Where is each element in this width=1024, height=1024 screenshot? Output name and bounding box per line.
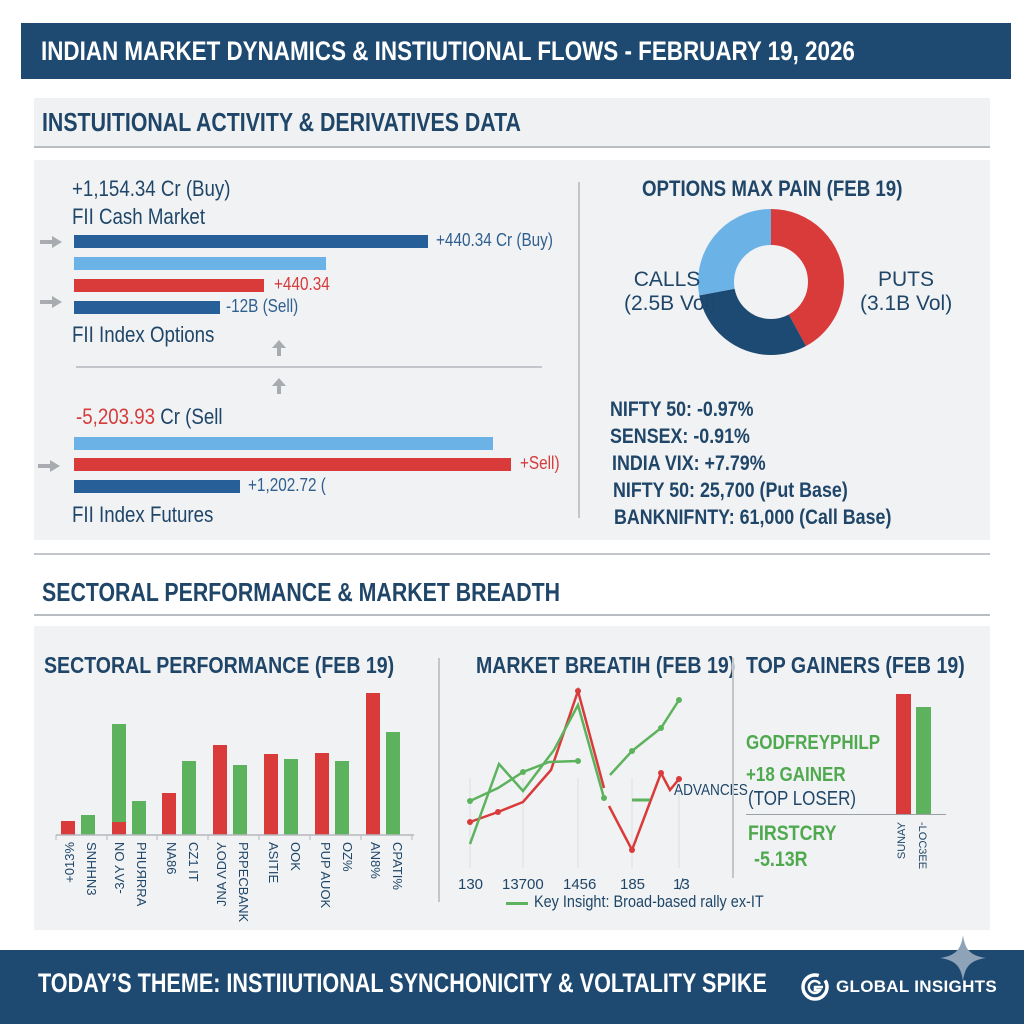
loser-value: -5.13R	[754, 848, 808, 871]
sector-label: CPATI%	[390, 842, 405, 890]
section-divider	[34, 553, 990, 555]
fii-futures-sell-label: +Sell)	[520, 453, 560, 473]
puts-label: PUTS (3.1B Vol)	[860, 268, 953, 315]
fii-cash-bar-buy	[74, 235, 428, 248]
sector-label: -3ΛY ON	[112, 842, 127, 894]
index-item: NIFTY 50: 25,700 (Put Base)	[613, 479, 848, 502]
section-title: SECTORAL PERFORMANCE & MARKET BREADTH	[42, 576, 561, 607]
gainer-bar-red	[896, 694, 911, 814]
gainer-bar-label: SUNAY	[896, 822, 908, 860]
fii-options-bar-red	[74, 279, 264, 292]
sector-label: JNA ΛDOY	[214, 842, 229, 907]
fii-futures-bar-light	[74, 437, 493, 450]
breadth-title: MARKET BREATIH (FEB 19)	[476, 652, 736, 678]
footer-bar: TODAY’S THEME: INSTIIUTIONAL SYNCHONICIT…	[0, 950, 1024, 1024]
legend-line-icon	[506, 902, 528, 905]
fii-options-red-label: +440.34	[274, 274, 330, 294]
gainers-baseline	[746, 814, 946, 815]
arrow-up-icon	[272, 378, 286, 394]
sector-label: SNHHN3	[84, 842, 99, 896]
market-breadth-line-chart	[467, 686, 682, 868]
panel-vertical-divider	[578, 182, 580, 518]
sector-label: OZ%	[340, 842, 355, 872]
flow-divider	[76, 366, 542, 368]
calls-label: CALLS (2.5B Vol)	[624, 268, 717, 315]
section-title: INSTUITIONAL ACTIVITY & DERIVATIVES DATA	[42, 106, 521, 137]
gainer-bar-green	[916, 707, 931, 814]
sector-label: OOK	[288, 842, 303, 871]
top-gainers-title: TOP GAINERS (FEB 19)	[746, 652, 965, 678]
fii-options-label: FII Index Options	[72, 322, 215, 347]
fii-options-sell-label: -12B (Sell)	[226, 296, 299, 316]
gainer-value: +18 GAINER	[746, 764, 846, 786]
fii-cash-bar-light	[74, 257, 326, 270]
sparkle-icon	[940, 935, 986, 981]
fii-cash-label: FII Cash Market	[72, 204, 206, 229]
footer-theme: TODAY’S THEME: INSTIIUTIONAL SYNCHONICIT…	[38, 968, 767, 998]
breadth-key-insight: Key Insight: Broad-based rally ex-IT	[534, 892, 764, 911]
gainer-bar-label: -LOC3EE	[916, 822, 928, 870]
index-list: NIFTY 50: -0.97% SENSEX: -0.91% INDIA VI…	[610, 396, 940, 531]
index-item: BANKNIFNTY: 61,000 (Call Base)	[614, 506, 892, 529]
arrow-right-icon	[40, 296, 62, 308]
gainer-name: GODFREYPHILP	[746, 732, 881, 754]
sector-label: ASITIE	[266, 842, 281, 884]
max-pain-title: OPTIONS MAX PAIN (FEB 19)	[642, 176, 903, 201]
fii-futures-headline: -5,203.93 Cr (Sell	[76, 404, 223, 429]
sector-label: CZ1 IT	[186, 842, 201, 882]
fii-futures-bar-sell	[74, 458, 511, 471]
fii-cash-bar-label: +440.34 Cr (Buy)	[436, 230, 553, 250]
panel-vertical-divider	[732, 658, 734, 878]
arrow-right-icon	[38, 460, 60, 472]
top-loser-tag: (TOP LOSER)	[748, 788, 857, 810]
max-pain-donut	[698, 209, 844, 355]
loser-name: FIRSTCRY	[748, 822, 837, 845]
sectoral-panel: SECTORAL PERFORMANCE (FEB 19)	[34, 626, 990, 930]
sector-label: PUP AUOK	[318, 842, 333, 909]
title-bar: INDIAN MARKET DYNAMICS & INSTIUTIONAL FL…	[21, 23, 1011, 79]
section-heading-institutional: INSTUITIONAL ACTIVITY & DERIVATIVES DATA	[34, 98, 990, 148]
sector-label: PRPECBANK	[236, 842, 251, 923]
index-item: SENSEX: -0.91%	[610, 425, 750, 448]
sectoral-bar-chart	[55, 693, 414, 840]
breadth-legend-advances: ADVANCES	[674, 782, 748, 799]
index-item: NIFTY 50: -0.97%	[610, 398, 754, 421]
fii-futures-label: FII Index Futures	[72, 502, 214, 527]
fii-cash-headline: +1,154.34 Cr (Buy)	[72, 176, 231, 201]
brand-name: GLOBAL INSIGHTS	[836, 977, 997, 996]
fii-options-bar-sell	[74, 301, 220, 314]
institutional-panel: +1,154.34 Cr (Buy) FII Cash Market +440.…	[34, 160, 990, 540]
sector-label: NA86	[164, 842, 179, 875]
arrow-right-icon	[40, 236, 62, 248]
page-title: INDIAN MARKET DYNAMICS & INSTIUTIONAL FL…	[41, 35, 855, 66]
sector-label: +013%	[62, 842, 77, 883]
panel-vertical-divider	[438, 658, 440, 902]
fii-futures-buy-label: +1,202.72 (	[248, 475, 326, 495]
section-heading-sectoral: SECTORAL PERFORMANCE & MARKET BREADTH	[34, 570, 990, 616]
sector-label: AN8%	[368, 842, 383, 879]
fii-futures-bar-buy	[74, 480, 240, 493]
globe-logo-icon	[801, 973, 829, 1001]
sector-label: PHUЯRRA	[134, 842, 149, 907]
sectoral-title: SECTORAL PERFORMANCE (FEB 19)	[44, 652, 395, 678]
brand-logo: GLOBAL INSIGHTS	[800, 972, 997, 1002]
index-item: INDIA VIX: +7.79%	[612, 452, 766, 475]
arrow-up-icon	[272, 340, 286, 356]
